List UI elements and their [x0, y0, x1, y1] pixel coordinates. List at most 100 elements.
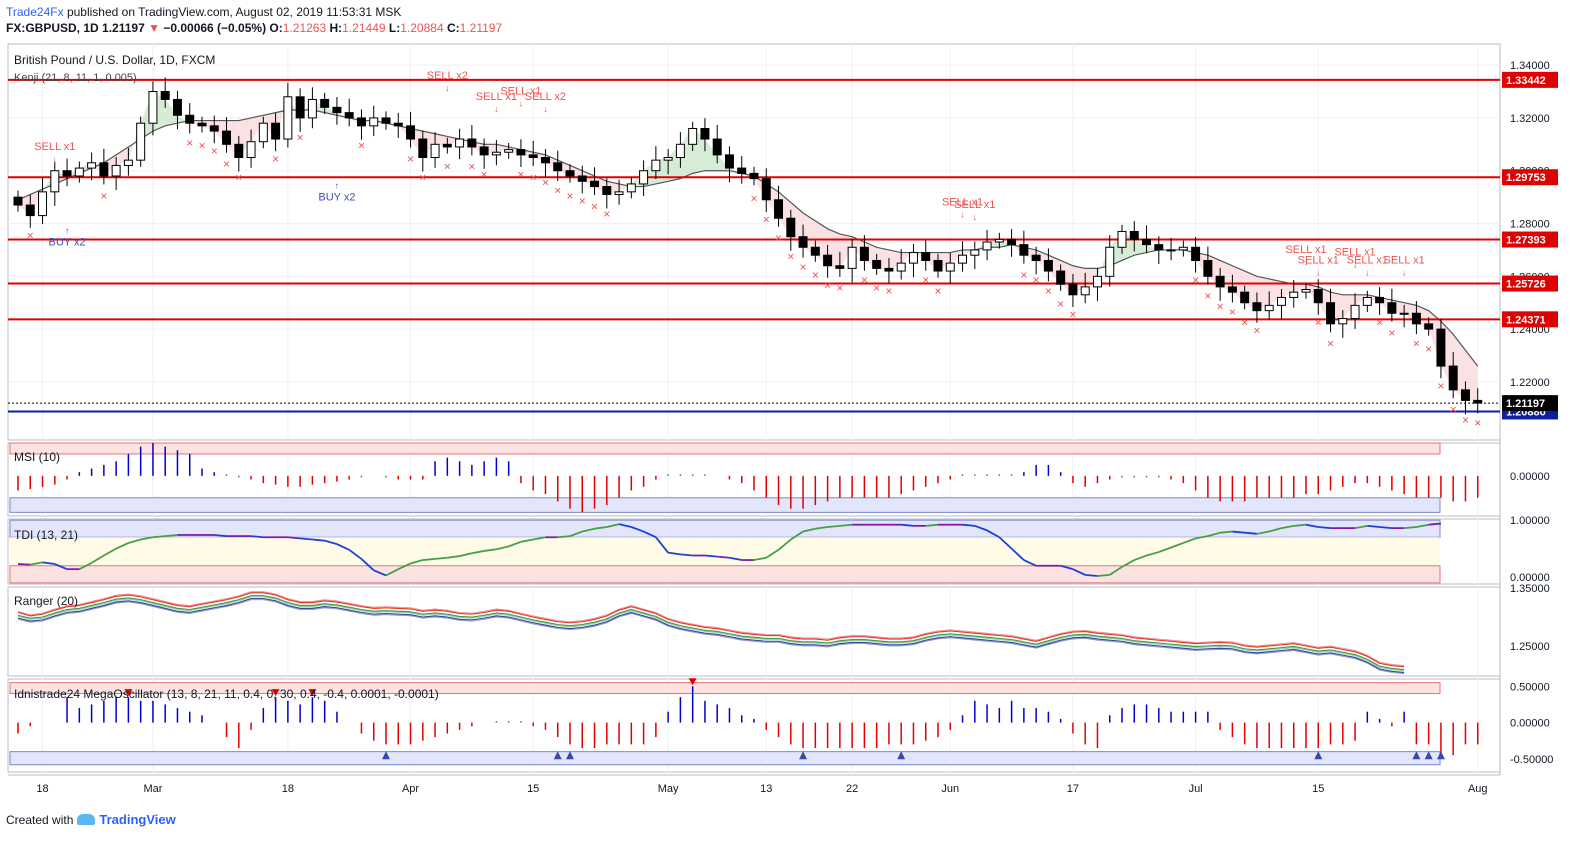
sell-cross-icon: × [1069, 308, 1076, 322]
x-tick-label: Jun [941, 783, 959, 795]
candle [602, 186, 612, 195]
candle [884, 267, 894, 272]
sell-cross-icon: × [885, 284, 892, 298]
candle [1043, 259, 1053, 272]
sell-cross-icon: × [603, 207, 610, 221]
candle [25, 204, 35, 217]
cloud-segment [1293, 284, 1306, 293]
y-tick-label: 1.28000 [1510, 219, 1550, 231]
low-label: L: [388, 21, 401, 35]
candle [958, 254, 968, 264]
tdi-line-segment [1097, 573, 1110, 577]
tdi-line-segment [594, 526, 607, 530]
ranger-title: Ranger (20) [14, 594, 78, 608]
sell-arrow-icon: ↓ [1402, 268, 1407, 278]
sell-triangle-icon [271, 689, 280, 697]
sell-cross-icon: × [1474, 416, 1481, 430]
down-triangle-icon: ▼ [148, 21, 160, 35]
tdi-line-segment [54, 563, 68, 571]
candle [430, 143, 440, 159]
candle [455, 138, 465, 148]
tdi-line-segment [91, 554, 105, 564]
tdi-line-segment [655, 536, 669, 554]
cloud-segment [435, 133, 448, 147]
candle [467, 138, 477, 148]
tdi-line-segment [1085, 573, 1098, 577]
candle [675, 143, 685, 159]
sell-cross-icon: × [787, 249, 794, 263]
buy-triangle-icon [566, 751, 574, 760]
sell-triangle-icon [688, 678, 697, 686]
cloud-segment [741, 173, 754, 179]
level-label: 1.24371 [1506, 314, 1546, 326]
signal-label: SELL x2 [427, 70, 468, 82]
buy-triangle-icon [1314, 751, 1323, 760]
candle [553, 162, 563, 172]
tdi-line-segment [962, 523, 975, 527]
buy-triangle-icon [1436, 751, 1445, 760]
sell-cross-icon: × [1045, 284, 1052, 298]
candle [761, 178, 771, 201]
sell-cross-icon: × [211, 144, 218, 158]
sell-cross-icon: × [468, 160, 475, 174]
tdi-line-segment [422, 558, 436, 561]
sell-cross-icon: × [1437, 379, 1444, 393]
tdi-line-segment [1183, 537, 1196, 544]
tdi-line-segment [1220, 530, 1233, 534]
candle [1338, 318, 1348, 325]
candle [246, 141, 256, 159]
signal-label: SELL x1 [942, 197, 983, 209]
tdi-line-segment [336, 543, 350, 551]
sell-cross-icon: × [554, 183, 561, 197]
candle [737, 167, 747, 174]
sell-cross-icon: × [100, 189, 107, 203]
candle [823, 254, 833, 267]
tdi-line-segment [214, 534, 227, 538]
sell-cross-icon: × [198, 139, 205, 153]
candle [1276, 296, 1286, 306]
candle [786, 217, 796, 238]
candle [847, 246, 857, 269]
tdi-line-segment [839, 523, 853, 527]
candle [209, 125, 219, 132]
oscillator-title: Idnistrade24 MegaOscillator (13, 8, 21, … [14, 687, 439, 701]
sell-triangle-icon [124, 689, 133, 697]
tradingview-brand[interactable]: TradingView [99, 812, 176, 827]
tdi-line-segment [152, 535, 166, 539]
high-value: 1.21449 [342, 21, 386, 35]
candle [1166, 249, 1176, 252]
tdi-line-segment [1170, 542, 1184, 549]
tdi-upper-band [9, 519, 1441, 538]
sell-cross-icon: × [1413, 337, 1420, 351]
candle [50, 170, 60, 193]
candle [1289, 291, 1299, 298]
sell-cross-icon: × [922, 273, 929, 287]
author-name[interactable]: Trade24Fx [6, 5, 64, 19]
x-tick-label: May [658, 783, 679, 795]
y-tick-label: 1.00000 [1510, 515, 1550, 527]
tdi-line-segment [606, 523, 620, 528]
last-price-label-bg [1502, 395, 1558, 412]
candle [1264, 304, 1274, 312]
candle [982, 241, 992, 251]
published-info: published on TradingView.com, August 02,… [66, 5, 402, 19]
level-label-bg [1502, 71, 1558, 88]
candle [908, 252, 918, 264]
tdi-line-segment [986, 529, 1000, 539]
tdi-line-segment [925, 523, 939, 527]
cloud-segment [1256, 276, 1270, 311]
y-tick-label: 0.00000 [1510, 572, 1550, 584]
tradingview-logo-icon[interactable] [77, 814, 96, 825]
tdi-line-segment [1109, 566, 1123, 576]
close-value: 1.21197 [459, 21, 503, 35]
tdi-line-segment [1256, 530, 1270, 535]
msi-upper-band [9, 442, 1441, 455]
close-label: C: [446, 21, 460, 35]
candle [933, 259, 943, 272]
tdi-line-segment [140, 536, 154, 541]
x-tick-label: 13 [760, 783, 772, 795]
sell-cross-icon: × [1315, 315, 1322, 329]
signal-label: SELL x1 [500, 86, 541, 98]
candle [700, 127, 710, 140]
